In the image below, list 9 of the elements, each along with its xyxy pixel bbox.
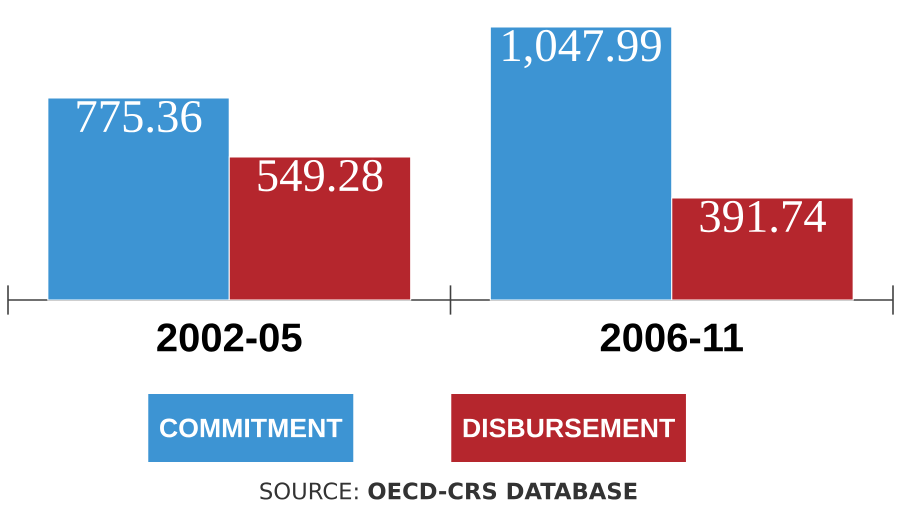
data-label: 1,047.99: [503, 30, 661, 68]
x-tick-label: 2002-05: [157, 323, 302, 352]
data-label: 775.36: [77, 100, 202, 133]
source-note: SOURCE: OECD-CRS DATABASE: [260, 482, 636, 500]
data-label: 549.28: [258, 160, 382, 192]
x-tick-label: 2006-11: [600, 323, 743, 352]
text: DISBURSEMENT: [464, 418, 675, 438]
data-label: 391.74: [700, 200, 826, 232]
text: COMMITMENT: [160, 418, 342, 438]
